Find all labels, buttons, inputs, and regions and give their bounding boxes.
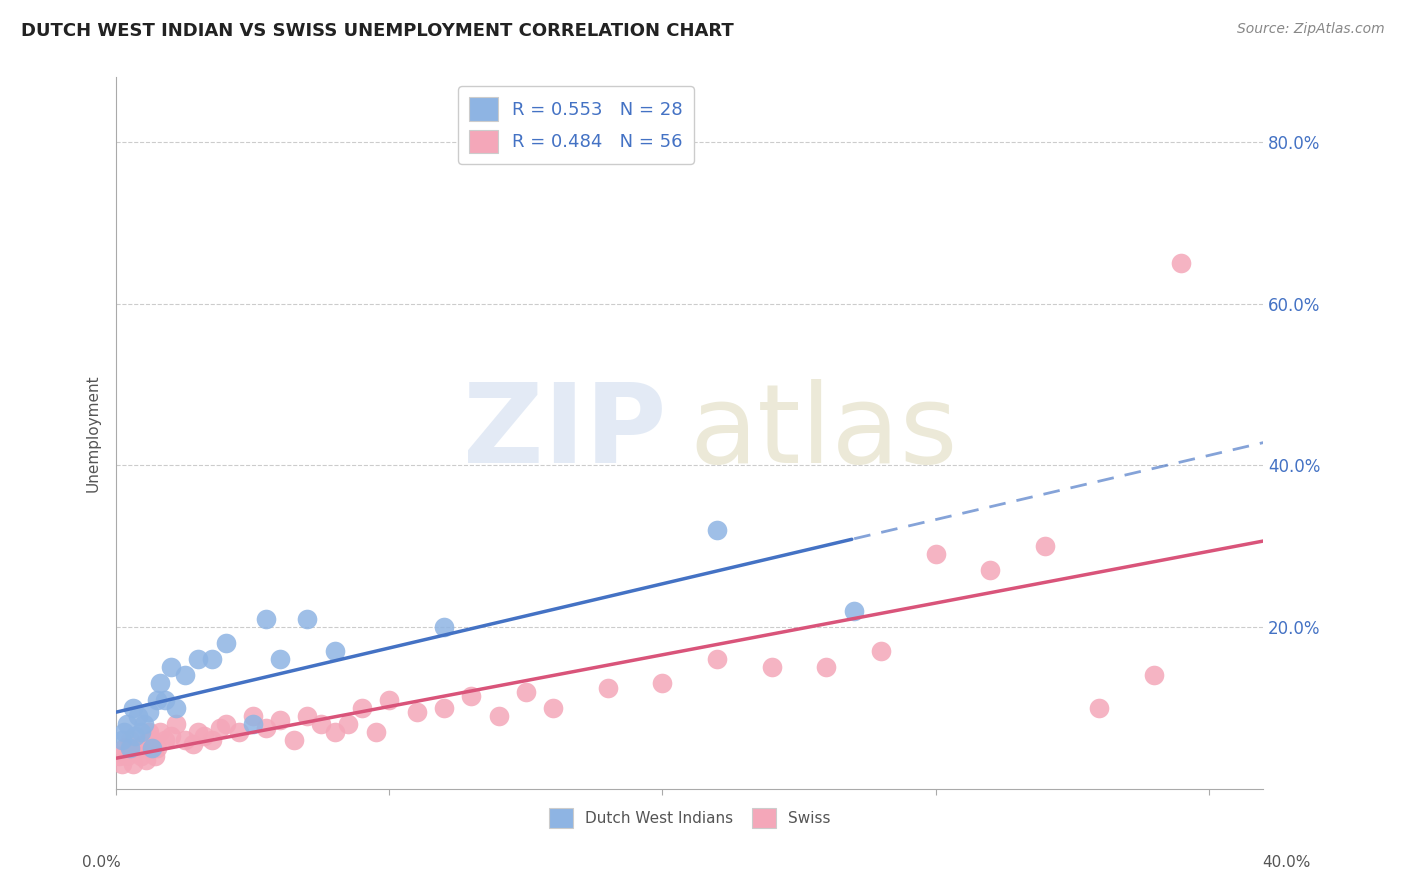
Point [118,741,141,756]
Point [651,676,673,690]
Point [181,737,204,751]
Point [433,700,456,714]
Point [337,717,360,731]
Point [323,725,346,739]
Text: DUTCH WEST INDIAN VS SWISS UNEMPLOYMENT CORRELATION CHART: DUTCH WEST INDIAN VS SWISS UNEMPLOYMENT … [21,22,734,40]
Point [146,692,169,706]
Point [228,725,250,739]
Point [173,733,195,747]
Point [870,644,893,658]
Text: 40.0%: 40.0% [1263,855,1310,870]
Point [256,721,278,735]
Point [155,733,177,747]
Point [129,725,152,739]
Point [256,612,278,626]
Point [596,681,619,695]
Point [842,604,865,618]
Point [108,749,131,764]
Point [214,636,236,650]
Point [135,753,157,767]
Point [149,676,172,690]
Point [269,713,291,727]
Point [323,644,346,658]
Point [297,708,319,723]
Text: ZIP: ZIP [464,379,666,486]
Point [173,668,195,682]
Point [132,737,155,751]
Point [488,708,510,723]
Point [433,620,456,634]
Point [979,563,1001,577]
Point [269,652,291,666]
Point [1088,700,1111,714]
Point [111,757,134,772]
Point [149,725,172,739]
Text: atlas: atlas [690,379,959,486]
Point [924,547,946,561]
Point [706,523,728,537]
Point [121,757,143,772]
Point [242,708,264,723]
Point [1033,539,1056,553]
Y-axis label: Unemployment: Unemployment [86,374,100,491]
Point [114,725,136,739]
Point [309,717,332,731]
Point [132,717,155,731]
Point [146,741,169,756]
Point [364,725,387,739]
Point [297,612,319,626]
Point [187,652,209,666]
Point [1170,256,1192,270]
Point [127,741,149,756]
Point [761,660,783,674]
Point [114,741,136,756]
Point [115,749,138,764]
Point [378,692,401,706]
Point [201,733,224,747]
Point [165,717,187,731]
Point [706,652,728,666]
Point [201,652,224,666]
Point [121,700,143,714]
Point [111,733,134,747]
Point [187,725,209,739]
Point [143,749,166,764]
Point [242,717,264,731]
Point [124,745,146,759]
Point [515,684,537,698]
Point [405,705,427,719]
Point [129,749,152,764]
Point [283,733,305,747]
Text: 0.0%: 0.0% [82,855,121,870]
Point [118,733,141,747]
Point [138,705,160,719]
Legend: Dutch West Indians, Swiss: Dutch West Indians, Swiss [543,803,837,834]
Point [155,692,177,706]
Point [124,729,146,743]
Point [160,729,183,743]
Point [209,721,232,735]
Point [160,660,183,674]
Point [1143,668,1166,682]
Point [352,700,374,714]
Point [115,717,138,731]
Point [165,700,187,714]
Point [141,733,163,747]
Point [815,660,838,674]
Point [141,741,163,756]
Point [541,700,564,714]
Point [214,717,236,731]
Point [127,708,149,723]
Text: Source: ZipAtlas.com: Source: ZipAtlas.com [1237,22,1385,37]
Point [193,729,215,743]
Point [138,725,160,739]
Point [460,689,482,703]
